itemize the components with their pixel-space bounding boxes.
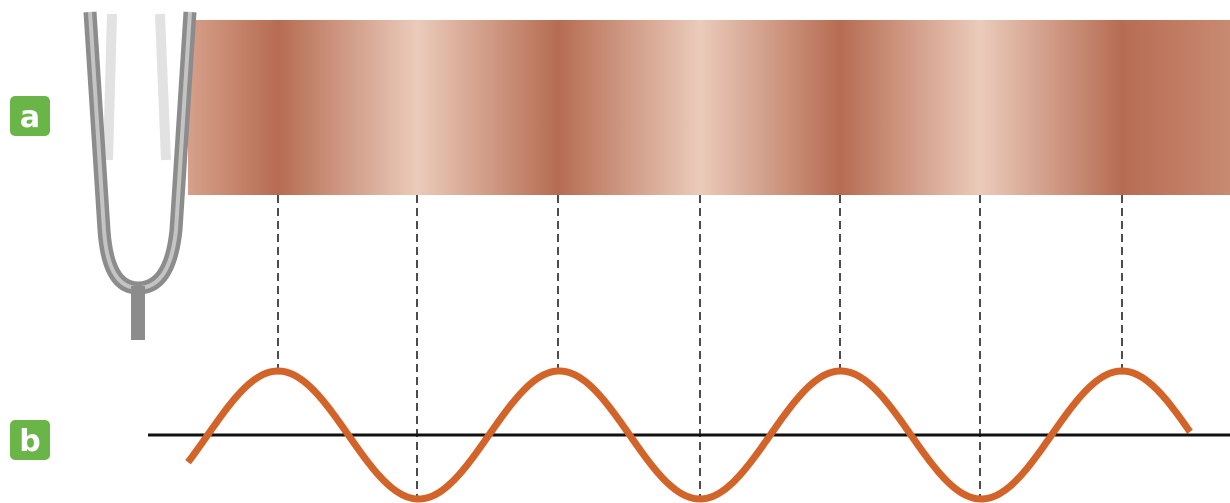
diagram: a b bbox=[0, 0, 1230, 503]
page: a b (() => { const data = JSON.parse(doc… bbox=[0, 0, 1230, 503]
panel-label: b bbox=[19, 424, 40, 459]
panel-label: a bbox=[20, 100, 40, 135]
dashed-guides bbox=[278, 195, 1122, 497]
tuning-fork bbox=[90, 12, 190, 340]
compression-band bbox=[188, 20, 1230, 195]
fork-stem bbox=[131, 286, 145, 340]
fork-shadow bbox=[160, 14, 166, 160]
fork-shadow bbox=[108, 14, 112, 160]
